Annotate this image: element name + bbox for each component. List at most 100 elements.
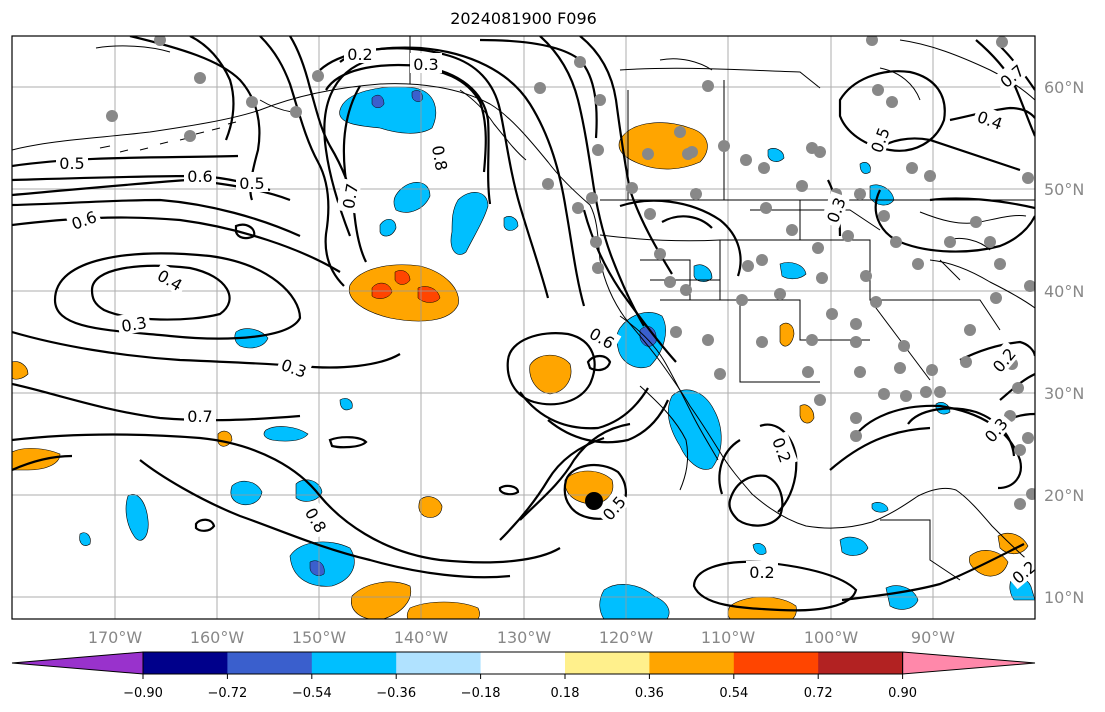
- station-dot: [850, 430, 862, 442]
- contour-label-bg: [820, 191, 850, 229]
- colorbar-min-extension: [11, 651, 144, 675]
- station-dot: [586, 192, 598, 204]
- station-dot: [964, 324, 976, 336]
- colorbar-tick-label: −0.90: [123, 686, 163, 701]
- contour-label-bg: [344, 43, 376, 63]
- station-dot: [290, 106, 302, 118]
- station-dot: [674, 126, 686, 138]
- station-dot: [970, 216, 982, 228]
- contour-label-bg: [184, 405, 216, 425]
- map-frame: [11, 35, 1036, 620]
- contour-label: 0.3: [413, 55, 438, 74]
- station-dot: [960, 356, 972, 368]
- station-dot: [590, 236, 602, 248]
- station-dot: [890, 236, 902, 248]
- station-dot: [654, 248, 666, 260]
- colorbar-tick-label: 0.36: [635, 686, 664, 701]
- colorbar-tick-label: 0.54: [719, 686, 748, 701]
- station-dot: [898, 340, 910, 352]
- station-dot: [736, 294, 748, 306]
- contour-label: 0.2: [749, 563, 774, 582]
- contour-label-bg: [971, 104, 1009, 134]
- contour-label-bg: [864, 121, 894, 159]
- contour-label-bg: [56, 152, 88, 172]
- contour-label-bg: [746, 561, 778, 581]
- latitude-label: 60°N: [1044, 78, 1084, 97]
- contour-label-bg: [977, 410, 1014, 449]
- station-dot: [718, 140, 730, 152]
- contour-label: 0.3: [120, 313, 148, 336]
- contour-label-bg: [768, 431, 798, 469]
- contour-label: 0.2: [347, 45, 372, 64]
- station-dot: [702, 334, 714, 346]
- station-dot: [756, 254, 768, 266]
- station-dot: [756, 336, 768, 348]
- longitude-label: 90°W: [911, 628, 955, 647]
- station-dot: [774, 288, 786, 300]
- station-dots: [106, 36, 1035, 510]
- contour-label-bg: [428, 140, 454, 176]
- station-dot: [644, 208, 656, 220]
- station-dot: [870, 296, 882, 308]
- station-dot: [872, 84, 884, 96]
- station-dot: [642, 148, 654, 160]
- station-dot: [814, 146, 826, 158]
- station-dot: [906, 162, 918, 174]
- station-dot: [842, 230, 854, 242]
- station-dot: [742, 260, 754, 272]
- station-dot: [246, 96, 258, 108]
- colorbar: −0.90 −0.72 −0.54 −0.36 −0.18 0.18 0.36 0.54 0.7…: [11, 651, 1036, 701]
- station-dot: [592, 144, 604, 156]
- contour-label-bg: [275, 352, 313, 382]
- station-dot: [924, 170, 936, 182]
- station-dot: [594, 94, 606, 106]
- station-dot: [994, 258, 1006, 270]
- station-dot: [1022, 172, 1034, 184]
- colorbar-segment: [565, 652, 650, 674]
- station-dot: [670, 326, 682, 338]
- station-dot: [850, 318, 862, 330]
- contour-label: 0.5: [59, 154, 84, 173]
- station-dot: [572, 202, 584, 214]
- colorbar-tick-label: −0.36: [376, 686, 416, 701]
- station-dot: [1022, 432, 1034, 444]
- colorbar-tick-label: −0.54: [292, 686, 332, 701]
- latitude-label: 10°N: [1044, 588, 1084, 607]
- station-dot: [802, 366, 814, 378]
- contour-label: 0.6: [187, 167, 212, 186]
- contour-label-bg: [65, 204, 103, 234]
- longitude-label: 110°W: [701, 628, 756, 647]
- longitude-label: 120°W: [599, 628, 654, 647]
- contour-label: 0.7: [339, 182, 362, 210]
- contour-label: 0.8: [428, 144, 451, 172]
- colorbar-tick-label: 0.18: [551, 686, 580, 701]
- figure-title: 2024081900 F096: [450, 9, 597, 28]
- latitude-tick-labels: 60°N 50°N 40°N 30°N 20°N 10°N: [1044, 78, 1084, 607]
- colorbar-tick-label: 0.90: [888, 686, 917, 701]
- station-dot: [854, 366, 866, 378]
- station-dot: [984, 236, 996, 248]
- longitude-label: 150°W: [292, 628, 347, 647]
- latitude-label: 40°N: [1044, 282, 1084, 301]
- colorbar-segment: [733, 652, 819, 674]
- colorbar-segment: [311, 652, 397, 674]
- station-dot: [912, 258, 924, 270]
- colorbar-segment: [818, 652, 904, 674]
- station-dot: [816, 272, 828, 284]
- station-dot: [900, 390, 912, 402]
- longitude-label: 160°W: [190, 628, 245, 647]
- station-dot: [894, 362, 906, 374]
- colorbar-segment: [480, 652, 566, 674]
- contour-label: 0.7: [187, 407, 212, 426]
- station-dot: [106, 110, 118, 122]
- station-dot: [850, 336, 862, 348]
- station-dot: [1026, 488, 1035, 500]
- station-dot: [812, 242, 824, 254]
- station-dot: [702, 80, 714, 92]
- storm-center-marker: [585, 492, 603, 510]
- longitude-label: 140°W: [394, 628, 449, 647]
- longitude-label: 100°W: [804, 628, 859, 647]
- station-dot: [714, 368, 726, 380]
- station-dot: [854, 188, 866, 200]
- contour-label-bg: [116, 310, 152, 336]
